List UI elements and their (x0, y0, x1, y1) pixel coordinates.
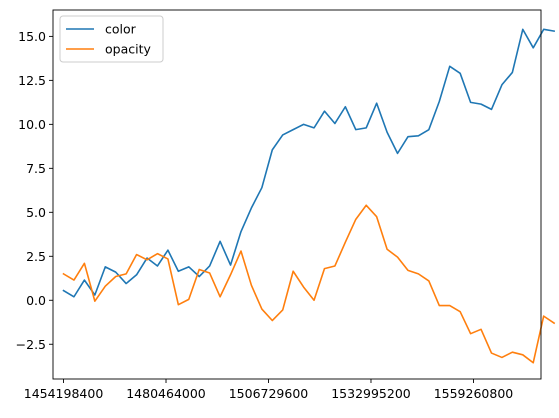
legend: color opacity (59, 15, 164, 63)
y-tick-label: 5.0 (26, 205, 46, 220)
legend-label-color: color (105, 22, 137, 37)
series-line-opacity (62, 204, 556, 364)
x-tick-label: 1454198400 (24, 386, 104, 401)
series-line-color (62, 28, 556, 298)
y-tick-label: 10.0 (18, 117, 46, 132)
x-tick-label: 1532995200 (331, 386, 411, 401)
x-tick-label: 1506729600 (229, 386, 309, 401)
axes-layer: −2.5 0.0 2.5 5.0 7.5 10.0 12.5 15.0 1454198400 14… (16, 9, 542, 401)
y-tick-label: 0.0 (26, 293, 46, 308)
y-tick-label: −2.5 (16, 337, 46, 352)
y-tick-label: 7.5 (26, 161, 46, 176)
plot-background (53, 10, 541, 379)
legend-box (59, 15, 164, 63)
legend-label-opacity: opacity (105, 42, 151, 57)
plot-frame (52, 9, 542, 380)
y-tick-label: 2.5 (26, 249, 46, 264)
x-tick-label: 1559260800 (434, 386, 514, 401)
x-tick-label: 1480464000 (126, 386, 206, 401)
series-layer (62, 28, 556, 364)
y-tick-label: 12.5 (18, 73, 46, 88)
y-tick-label: 15.0 (18, 29, 46, 44)
